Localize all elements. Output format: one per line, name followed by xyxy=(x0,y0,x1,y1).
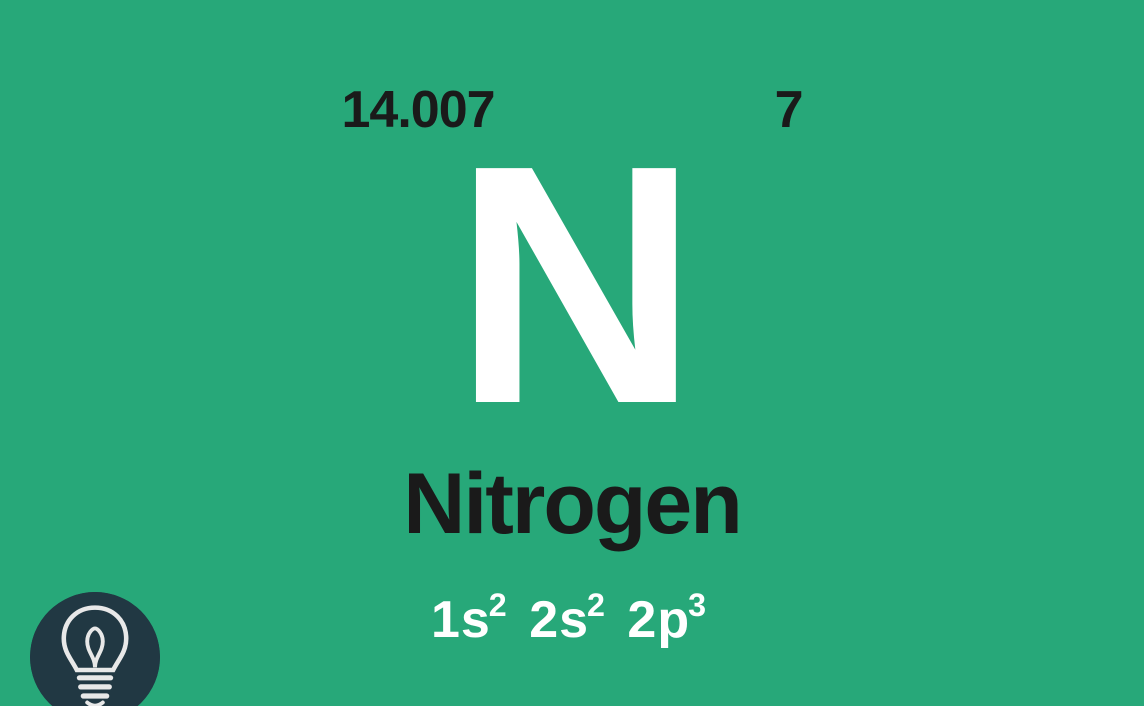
orbital-count: 3 xyxy=(688,587,707,623)
orbital: 1s2 xyxy=(431,591,514,649)
element-symbol: N xyxy=(0,115,1144,455)
orbital: 2s2 xyxy=(529,591,612,649)
orbital-count: 2 xyxy=(587,587,606,623)
orbital: 2p3 xyxy=(627,591,713,649)
element-name: Nitrogen xyxy=(0,455,1144,554)
element-card: 14.007 7 N Nitrogen 1s2 2s2 2p3 xyxy=(0,0,1144,706)
orbital-count: 2 xyxy=(489,587,508,623)
electron-configuration: 1s2 2s2 2p3 xyxy=(0,590,1144,650)
